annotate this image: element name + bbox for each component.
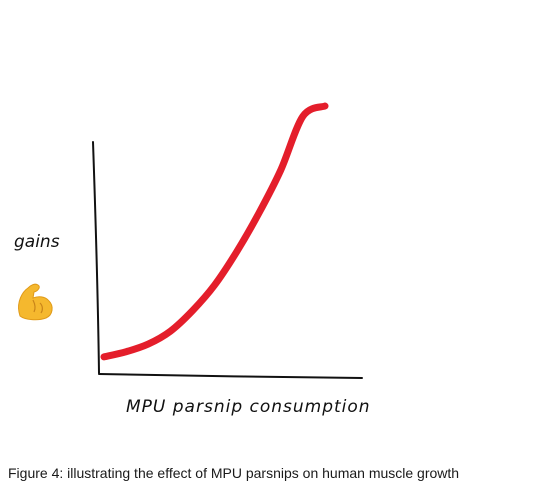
x-axis-label: MPU parsnip consumption: [126, 397, 371, 417]
figure-caption: Figure 4: illustrating the effect of MPU…: [8, 465, 460, 481]
series-line-gains: [100, 102, 329, 361]
y-axis-label: gains: [14, 232, 60, 252]
flexed-biceps-icon: [18, 283, 53, 321]
x-axis: [98, 373, 363, 379]
y-axis: [92, 141, 100, 374]
